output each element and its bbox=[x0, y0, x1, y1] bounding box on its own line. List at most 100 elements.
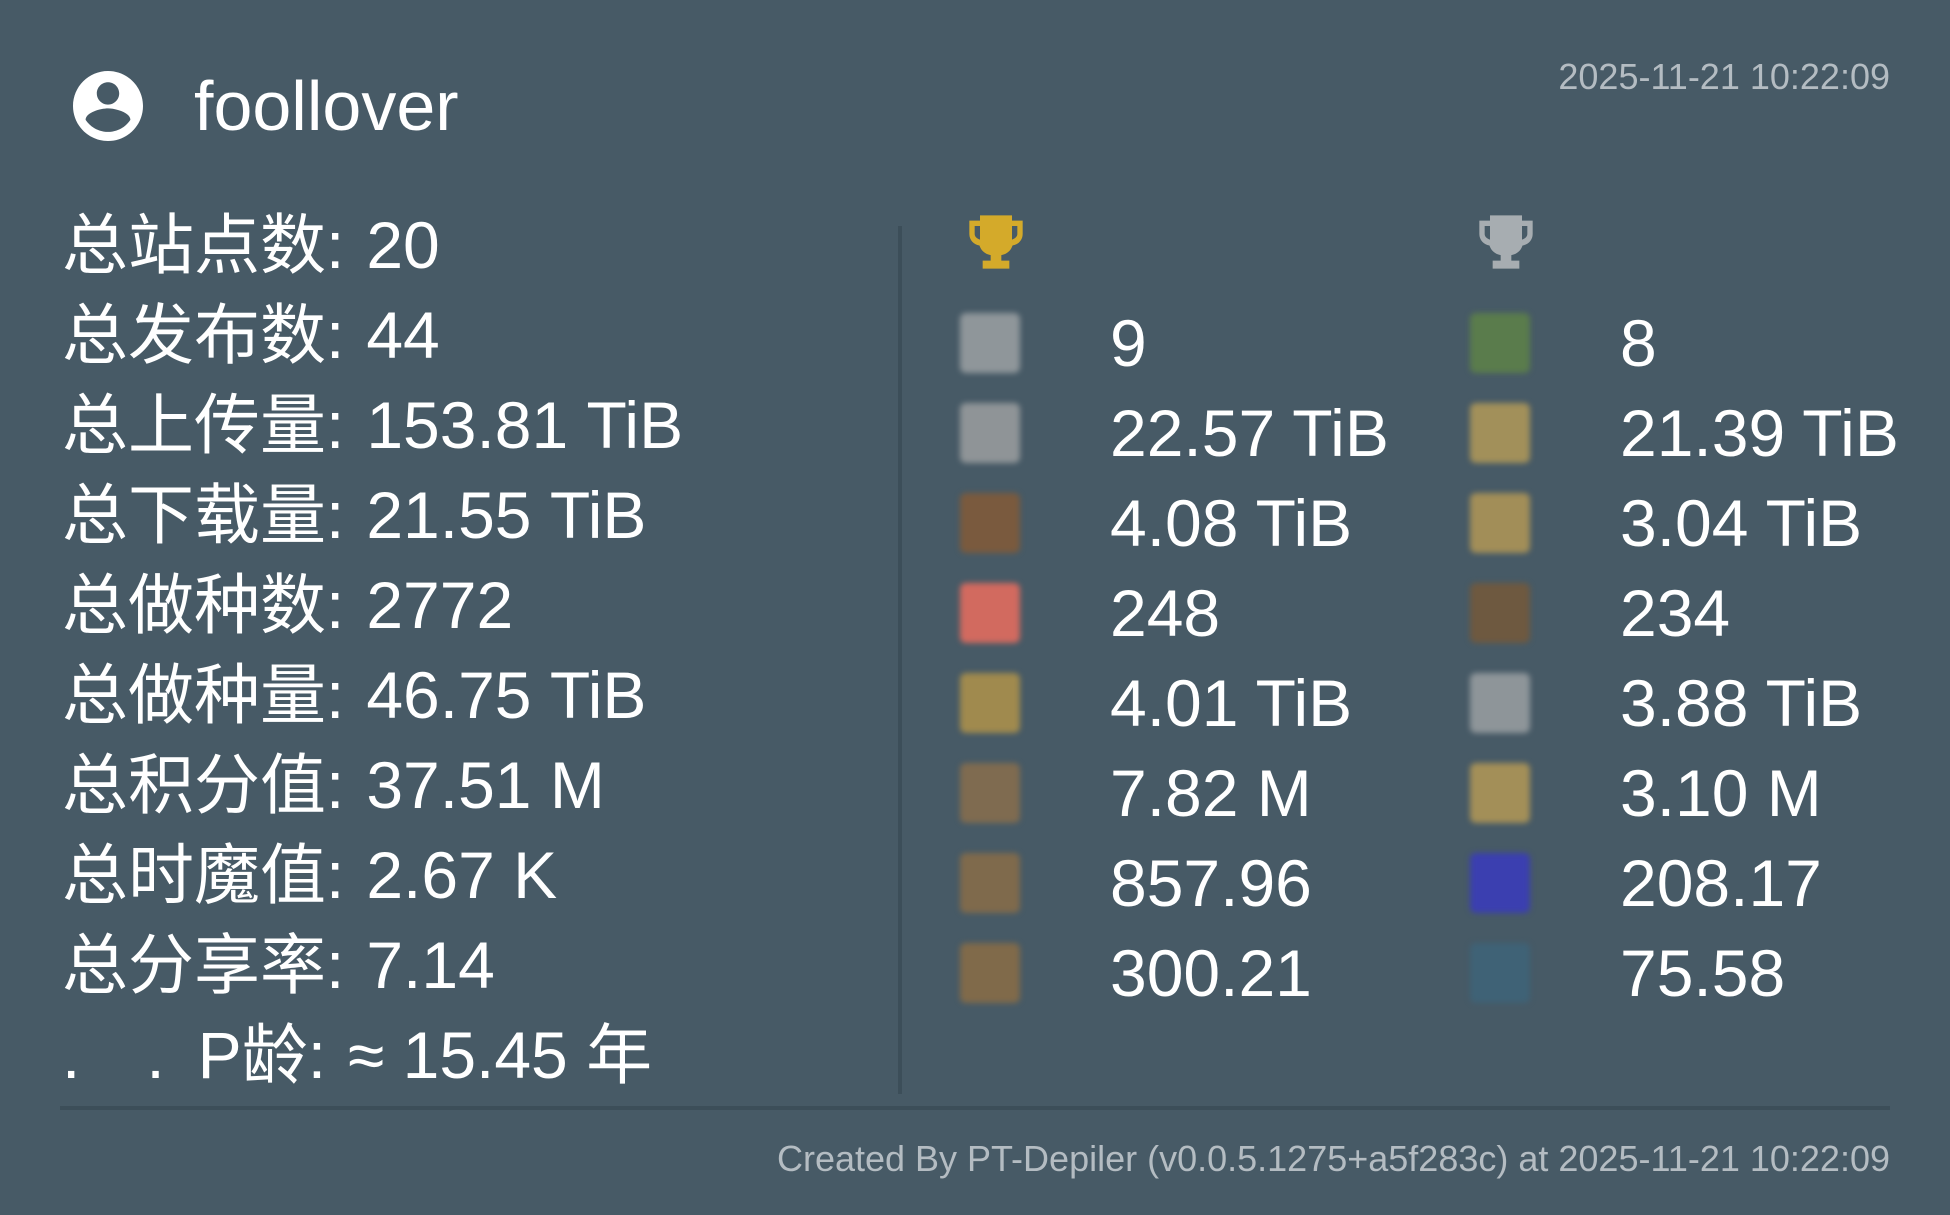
account-circle-icon bbox=[73, 71, 143, 141]
site-favicon-icon bbox=[1470, 493, 1530, 553]
site-favicon-icon bbox=[960, 493, 1020, 553]
site-stat-row: 4.01 TiB bbox=[960, 658, 1389, 748]
site-favicon-icon bbox=[1470, 583, 1530, 643]
total-stat-row: . . P龄: ≈ 15.45 年 bbox=[62, 1010, 683, 1100]
totals-list: 总站点数: 20 总发布数: 44 总上传量: 153.81 TiB 总下载量: 21.55 … bbox=[62, 200, 683, 1100]
site-stat-row: 3.88 TiB bbox=[1470, 658, 1899, 748]
site-favicon-icon bbox=[960, 583, 1020, 643]
site-stat-row: 300.21 bbox=[960, 928, 1389, 1018]
site-stat-value: 248 bbox=[1110, 576, 1221, 650]
site-favicon-icon bbox=[960, 763, 1020, 823]
total-stat-value: 2.67 K bbox=[366, 838, 558, 912]
site-stat-value: 4.01 TiB bbox=[1110, 666, 1353, 740]
site-stat-value: 3.88 TiB bbox=[1620, 666, 1863, 740]
gold-trophy-icon bbox=[969, 215, 1023, 269]
site-stat-row: 4.08 TiB bbox=[960, 478, 1389, 568]
site-favicon-icon bbox=[1470, 763, 1530, 823]
site-favicon-icon bbox=[1470, 313, 1530, 373]
site-stat-value: 22.57 TiB bbox=[1110, 396, 1389, 470]
site-stat-value: 7.82 M bbox=[1110, 756, 1312, 830]
total-stat-row: 总下载量: 21.55 TiB bbox=[62, 470, 683, 560]
generated-time: 2025-11-21 10:22:09 bbox=[1558, 56, 1890, 97]
total-stat-row: 总做种数: 2772 bbox=[62, 560, 683, 650]
total-stat-row: 总做种量: 46.75 TiB bbox=[62, 650, 683, 740]
site-favicon-icon bbox=[960, 403, 1020, 463]
site-stat-value: 857.96 bbox=[1110, 846, 1312, 920]
total-stat-value: 21.55 TiB bbox=[366, 478, 647, 552]
site-stat-row: 22.57 TiB bbox=[960, 388, 1389, 478]
site-stat-row: 208.17 bbox=[1470, 838, 1899, 928]
site-stat-value: 8 bbox=[1620, 306, 1657, 380]
site-favicon-icon bbox=[960, 313, 1020, 373]
site-favicon-icon bbox=[1470, 403, 1530, 463]
label-separator: : bbox=[326, 928, 345, 1002]
total-stat-value: 44 bbox=[366, 298, 440, 372]
total-stat-row: 总发布数: 44 bbox=[62, 290, 683, 380]
label-separator: : bbox=[326, 208, 345, 282]
total-stat-label: 总做种数 bbox=[62, 568, 326, 642]
site-stat-value: 3.04 TiB bbox=[1620, 486, 1863, 560]
total-stat-row: 总上传量: 153.81 TiB bbox=[62, 380, 683, 470]
total-stat-label: 总上传量 bbox=[62, 388, 326, 462]
total-stat-label: 总时魔值 bbox=[62, 838, 326, 912]
site-stat-value: 4.08 TiB bbox=[1110, 486, 1353, 560]
horizontal-divider bbox=[60, 1106, 1890, 1110]
site-stat-value: 234 bbox=[1620, 576, 1731, 650]
site-favicon-icon bbox=[960, 943, 1020, 1003]
site-stat-row: 75.58 bbox=[1470, 928, 1899, 1018]
site-stat-value: 9 bbox=[1110, 306, 1147, 380]
label-separator: : bbox=[326, 298, 345, 372]
site-favicon-icon bbox=[1470, 673, 1530, 733]
total-stat-value: 7.14 bbox=[366, 928, 495, 1002]
total-stat-label: 总发布数 bbox=[62, 298, 326, 372]
label-separator: : bbox=[326, 568, 345, 642]
site-stat-value: 75.58 bbox=[1620, 936, 1786, 1010]
label-separator: : bbox=[326, 478, 345, 552]
site-stat-value: 300.21 bbox=[1110, 936, 1312, 1010]
total-stat-label: . . P龄 bbox=[62, 1018, 308, 1092]
site-favicon-icon bbox=[960, 673, 1020, 733]
site-stat-value: 21.39 TiB bbox=[1620, 396, 1899, 470]
total-stat-label: 总站点数 bbox=[62, 208, 326, 282]
site-stat-row: 248 bbox=[960, 568, 1389, 658]
user-header: foollover bbox=[66, 64, 459, 148]
label-separator: : bbox=[326, 838, 345, 912]
total-stat-value: 37.51 M bbox=[366, 748, 605, 822]
site-favicon-icon bbox=[960, 853, 1020, 913]
label-separator: : bbox=[326, 658, 345, 732]
site-stat-row: 9 bbox=[960, 298, 1389, 388]
total-stat-label: 总分享率 bbox=[62, 928, 326, 1002]
vertical-divider bbox=[898, 226, 902, 1094]
site-favicon-icon bbox=[1470, 853, 1530, 913]
site-stat-row: 234 bbox=[1470, 568, 1899, 658]
site-stat-row: 3.04 TiB bbox=[1470, 478, 1899, 568]
second-place-column: 8 21.39 TiB 3.04 TiB 234 3.88 TiB 3.10 M 208.1… bbox=[1470, 210, 1899, 1018]
total-stat-row: 总站点数: 20 bbox=[62, 200, 683, 290]
total-stat-label: 总积分值 bbox=[62, 748, 326, 822]
total-stat-value: 20 bbox=[366, 208, 440, 282]
label-separator: : bbox=[326, 388, 345, 462]
total-stat-value: 46.75 TiB bbox=[366, 658, 647, 732]
site-stat-value: 3.10 M bbox=[1620, 756, 1822, 830]
second-place-values: 8 21.39 TiB 3.04 TiB 234 3.88 TiB 3.10 M 208.1… bbox=[1470, 298, 1899, 1018]
total-stat-row: 总积分值: 37.51 M bbox=[62, 740, 683, 830]
site-stat-value: 208.17 bbox=[1620, 846, 1822, 920]
total-stat-value: ≈ 15.45 年 bbox=[348, 1018, 653, 1092]
total-stat-value: 153.81 TiB bbox=[366, 388, 684, 462]
site-stat-row: 3.10 M bbox=[1470, 748, 1899, 838]
first-place-values: 9 22.57 TiB 4.08 TiB 248 4.01 TiB 7.82 M 857.9… bbox=[960, 298, 1389, 1018]
site-stat-row: 8 bbox=[1470, 298, 1899, 388]
footer-credit: Created By PT-Depiler (v0.0.5.1275+a5f28… bbox=[776, 1138, 1890, 1179]
username: foollover bbox=[194, 67, 459, 145]
total-stat-label: 总下载量 bbox=[62, 478, 326, 552]
site-favicon-icon bbox=[1470, 943, 1530, 1003]
total-stat-row: 总分享率: 7.14 bbox=[62, 920, 683, 1010]
site-stat-row: 21.39 TiB bbox=[1470, 388, 1899, 478]
total-stat-row: 总时魔值: 2.67 K bbox=[62, 830, 683, 920]
total-stat-value: 2772 bbox=[366, 568, 514, 642]
label-separator: : bbox=[307, 1018, 327, 1092]
label-separator: : bbox=[326, 748, 345, 822]
site-stat-row: 7.82 M bbox=[960, 748, 1389, 838]
silver-trophy-icon bbox=[1479, 215, 1533, 269]
